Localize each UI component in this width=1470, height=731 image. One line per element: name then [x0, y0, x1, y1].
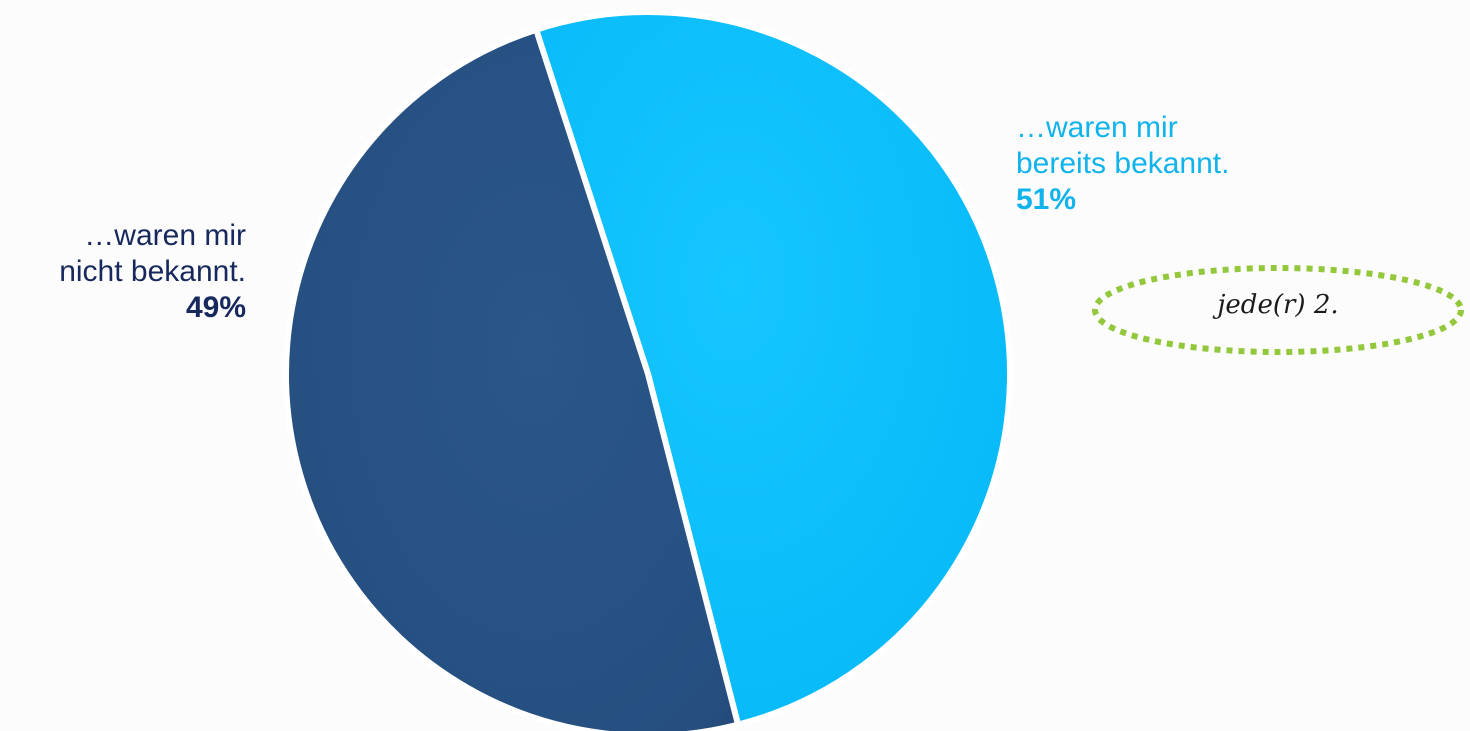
slice-label-line: …waren mir: [84, 219, 246, 252]
slice-value-label: 49%: [185, 291, 246, 324]
slice-label-bereits-bekannt: …waren mir bereits bekannt. 51%: [1016, 110, 1229, 218]
pie-slice-nicht-bekannt: [282, 26, 742, 731]
slice-label-nicht-bekannt: …waren mir nicht bekannt. 49%: [59, 218, 246, 326]
slice-label-line: nicht bekannt.: [59, 255, 246, 288]
dotted-ellipse: [1092, 265, 1464, 355]
slice-label-line: bereits bekannt.: [1016, 147, 1230, 180]
annotation-text: jede(r) 2.: [1217, 290, 1339, 320]
pie-slice-bereits-bekannt: [533, 9, 1013, 728]
slice-label-line: …waren mir: [1016, 111, 1178, 144]
slice-value-label: 51%: [1016, 183, 1077, 216]
annotation-callout: jede(r) 2.: [1090, 262, 1466, 358]
